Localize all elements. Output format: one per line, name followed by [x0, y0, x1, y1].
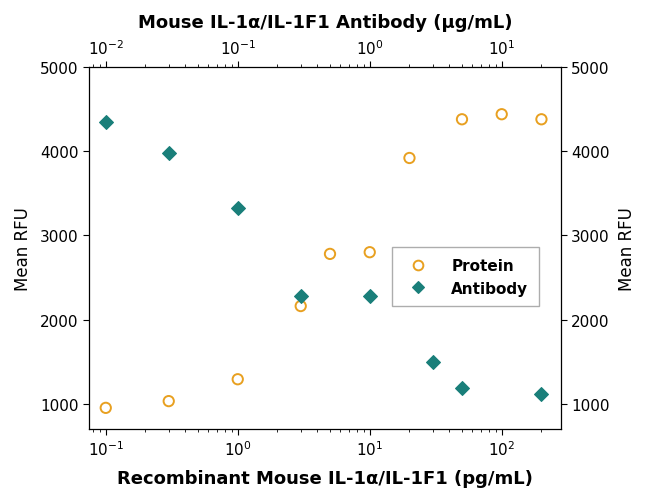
Point — [457, 116, 467, 124]
Point — [296, 303, 306, 311]
Point — [365, 293, 375, 301]
Point — [404, 155, 415, 163]
Y-axis label: Mean RFU: Mean RFU — [14, 206, 32, 291]
Point — [365, 248, 375, 257]
X-axis label: Mouse IL-1α/IL-1F1 Antibody (μg/mL): Mouse IL-1α/IL-1F1 Antibody (μg/mL) — [138, 14, 512, 32]
Point — [233, 375, 243, 383]
Point — [296, 293, 306, 301]
Point — [497, 111, 507, 119]
Point — [325, 250, 335, 259]
Point — [536, 116, 547, 124]
Point — [101, 119, 111, 127]
Point — [164, 150, 174, 158]
Point — [428, 359, 438, 367]
X-axis label: Recombinant Mouse IL-1α/IL-1F1 (pg/mL): Recombinant Mouse IL-1α/IL-1F1 (pg/mL) — [117, 469, 533, 487]
Point — [164, 397, 174, 405]
Point — [101, 404, 111, 412]
Legend: Protein, Antibody: Protein, Antibody — [391, 248, 539, 307]
Point — [457, 384, 467, 392]
Point — [233, 204, 243, 212]
Point — [576, 390, 586, 398]
Y-axis label: Mean RFU: Mean RFU — [618, 206, 636, 291]
Point — [536, 391, 547, 399]
